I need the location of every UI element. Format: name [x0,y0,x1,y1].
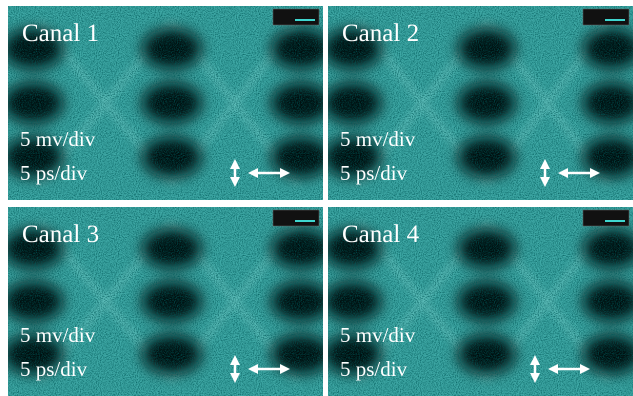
horizontal-scale: 5 ps/div [340,357,408,381]
legend-box [272,209,320,227]
vertical-scale: 5 mv/div [20,127,96,151]
panel-title: Canal 2 [342,20,419,47]
eye-diagram [328,6,633,200]
legend-box [582,8,630,26]
legend-box [582,209,630,227]
eye-panel: Canal 2 5 mv/div 5 ps/div [328,6,633,200]
noise [8,6,323,200]
eye-diagram [8,6,323,200]
panel-title: Canal 4 [342,221,420,248]
horizontal-scale: 5 ps/div [340,161,408,185]
legend-box [272,8,320,26]
eye-diagram [328,207,633,396]
eye-panel: Canal 1 5 mv/div 5 ps/div [8,6,323,200]
eye-panel: Canal 3 5 mv/div 5 ps/div [8,207,323,396]
vertical-scale: 5 mv/div [20,323,96,347]
noise [328,6,633,200]
eye-panel: Canal 4 5 mv/div 5 ps/div [328,207,633,396]
horizontal-scale: 5 ps/div [20,357,88,381]
vertical-scale: 5 mv/div [340,323,416,347]
horizontal-scale: 5 ps/div [20,161,88,185]
vertical-scale: 5 mv/div [340,127,416,151]
panel-title: Canal 3 [22,221,99,248]
panel-title: Canal 1 [22,20,99,47]
